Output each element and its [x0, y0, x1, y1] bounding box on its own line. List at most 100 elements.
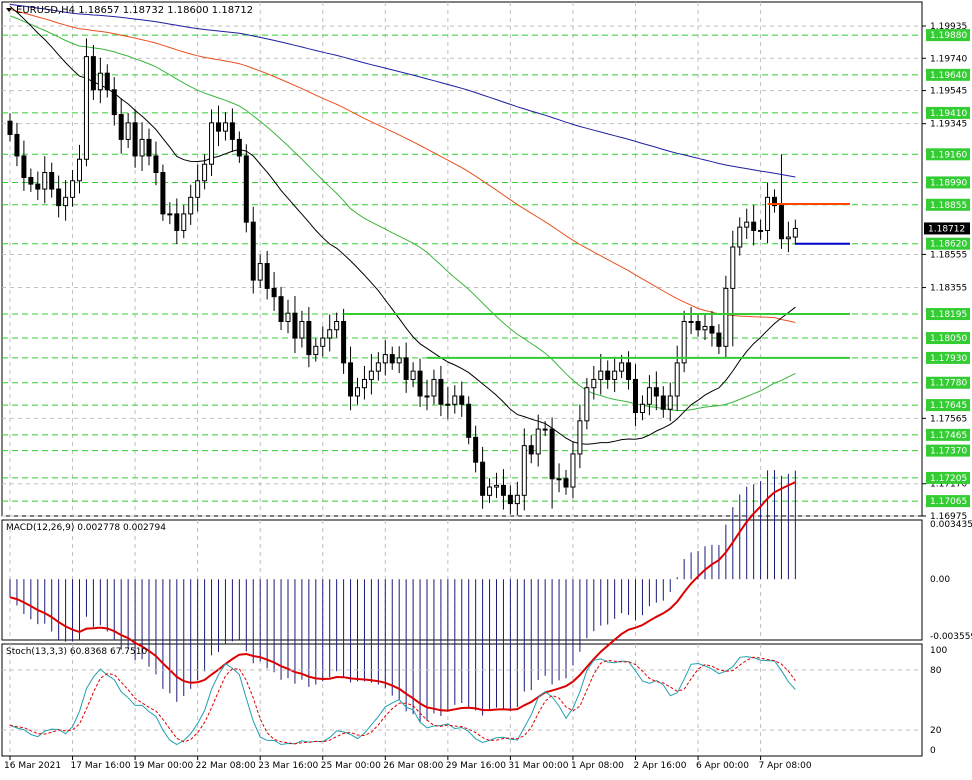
candle-body	[723, 287, 729, 347]
candle-body	[709, 325, 715, 334]
moving-average-blue	[9, 3, 796, 178]
level-price-label: 1.19880	[930, 31, 967, 41]
time-axis-label: 23 Mar 16:00	[258, 761, 318, 771]
candle-body	[28, 176, 34, 185]
candle-body	[466, 403, 472, 438]
candle-body	[528, 445, 534, 455]
level-price-label: 1.17930	[930, 354, 967, 364]
candle-body	[396, 357, 402, 364]
chart-header: EURUSD,H4 1.18657 1.18732 1.18600 1.1871…	[16, 5, 253, 16]
price-tick-label: 1.17565	[930, 414, 967, 424]
level-price-label: 1.18195	[930, 310, 967, 320]
candle-body	[111, 89, 117, 116]
candle-body	[716, 332, 722, 347]
current-price-box	[924, 222, 970, 235]
candle-body	[257, 263, 263, 281]
level-price-label: 1.17065	[930, 497, 967, 507]
candle-body	[646, 387, 652, 405]
candle-body	[327, 329, 333, 339]
macd-tick-label: 0.00	[930, 575, 950, 585]
candle-body	[382, 354, 388, 364]
level-price-label: 1.18620	[930, 240, 967, 250]
macd-tick-label: 0.003435	[930, 520, 972, 530]
level-price-box	[926, 351, 970, 364]
level-price-label: 1.17780	[930, 379, 967, 389]
candle-body	[612, 370, 618, 380]
candle-body	[250, 221, 256, 281]
candle-body	[619, 362, 625, 372]
level-price-label: 1.17465	[930, 431, 967, 441]
level-price-label: 1.19640	[930, 71, 967, 81]
candle-body	[361, 378, 367, 389]
candle-body	[549, 428, 555, 480]
level-price-box	[926, 495, 970, 508]
candle-body	[188, 196, 194, 215]
level-price-box	[926, 376, 970, 389]
candle-body	[772, 196, 777, 207]
candle-body	[243, 155, 249, 223]
candle-body	[626, 362, 632, 380]
time-axis-label: 29 Mar 16:00	[446, 761, 506, 771]
candle-body	[14, 133, 20, 157]
candle-body	[563, 478, 569, 488]
candle-body	[341, 320, 347, 364]
price-tick-label: 1.18555	[930, 250, 967, 260]
candle-body	[570, 453, 576, 488]
candle-body	[487, 486, 493, 496]
candle-body	[355, 387, 360, 397]
candle-body	[174, 213, 180, 231]
candle-body	[348, 362, 354, 397]
candle-body	[118, 114, 124, 140]
level-price-label: 1.19410	[930, 109, 967, 119]
stoch-label: Stoch(13,3,3) 60.8368 67.7510	[6, 647, 147, 657]
time-axis-label: 2 Apr 16:00	[634, 761, 687, 771]
candle-body	[535, 428, 541, 455]
candle-body	[507, 494, 513, 505]
candle-body	[389, 354, 395, 364]
candle-body	[97, 72, 103, 91]
candle-body	[139, 138, 145, 157]
candle-body	[334, 320, 340, 331]
stoch-tick-label: 100	[930, 646, 947, 656]
price-tick-label: 1.17170	[930, 480, 967, 490]
time-axis-label: 17 Mar 16:00	[71, 761, 131, 771]
candle-body	[591, 378, 597, 389]
time-axis-label: 31 Mar 00:00	[508, 761, 568, 771]
candle-body	[556, 478, 562, 481]
candle-body	[514, 494, 520, 505]
level-price-box	[926, 308, 970, 321]
time-axis-label: 6 Apr 00:00	[696, 761, 749, 771]
candle-body	[445, 403, 451, 406]
level-price-box	[926, 106, 970, 119]
candle-body	[542, 428, 548, 431]
candle-body	[125, 122, 131, 140]
stoch-main-line	[9, 656, 796, 746]
level-price-label: 1.18990	[930, 178, 967, 188]
candle-body	[633, 378, 638, 414]
time-axis-label: 19 Mar 00:00	[133, 761, 193, 771]
level-price-label: 1.19160	[930, 150, 967, 160]
candle-body	[758, 229, 764, 232]
candle-body	[473, 436, 479, 463]
candle-body	[313, 345, 319, 356]
candle-body	[35, 183, 41, 190]
candle-body	[368, 370, 374, 380]
candle-body	[438, 378, 444, 405]
candle-body	[56, 188, 62, 207]
level-price-box	[926, 399, 970, 412]
candle-body	[77, 158, 82, 182]
level-price-box	[926, 332, 970, 345]
candle-body	[264, 263, 270, 289]
candle-body	[639, 403, 645, 414]
time-axis-label: 22 Mar 08:00	[196, 761, 256, 771]
level-price-box	[926, 68, 970, 81]
candle-body	[494, 484, 499, 488]
time-axis-label: 26 Mar 08:00	[383, 761, 443, 771]
candle-body	[730, 246, 736, 289]
level-price-label: 1.17370	[930, 447, 967, 457]
macd-tick-label: -0.003559	[930, 632, 972, 642]
price-tick-label: 1.18355	[930, 284, 967, 294]
candle-body	[42, 172, 48, 190]
